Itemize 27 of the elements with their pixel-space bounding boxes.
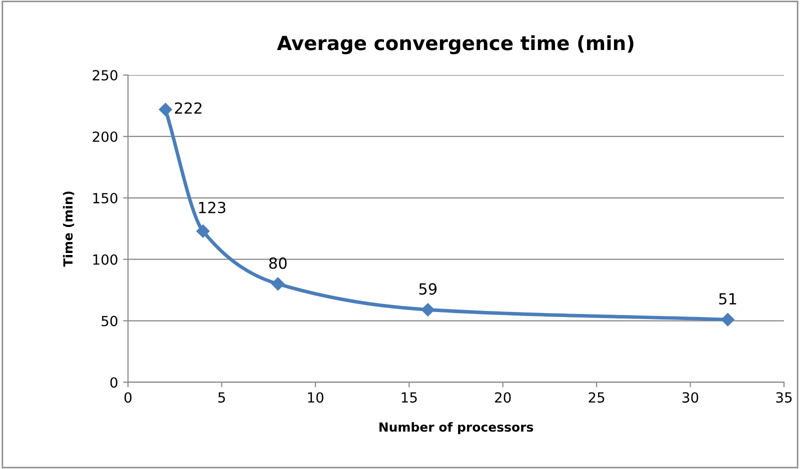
x-tick-label: 5 [218, 392, 225, 403]
y-tick-label: 250 [92, 70, 118, 81]
y-tick-label: 0 [110, 377, 118, 388]
x-tick-label: 25 [588, 392, 604, 403]
y-tick-label: 200 [92, 131, 118, 142]
x-tick-label: 20 [495, 392, 511, 403]
chart-title: Average convergence time (min) [277, 35, 634, 54]
data-label: 51 [719, 293, 736, 305]
point [421, 303, 434, 316]
point [196, 224, 210, 238]
data-label: 222 [174, 102, 202, 114]
point [721, 312, 734, 326]
data-label: 59 [419, 283, 437, 295]
y-tick-label: 50 [102, 316, 118, 326]
x-tick-label: 30 [682, 392, 698, 403]
x-tick-label: 35 [776, 392, 792, 403]
y-axis-title: Time (min) [63, 192, 74, 267]
data-label: 80 [269, 257, 287, 269]
x-tick-label: 15 [402, 392, 417, 403]
data-label: 123 [199, 202, 226, 214]
x-tick-label: 10 [308, 392, 324, 403]
y-tick-label: 150 [93, 192, 118, 204]
y-tick-label: 100 [93, 254, 118, 265]
point [158, 102, 172, 116]
point [271, 277, 285, 291]
x-tick-label: 0 [124, 392, 132, 403]
x-axis-title: Number of processors [379, 422, 534, 434]
